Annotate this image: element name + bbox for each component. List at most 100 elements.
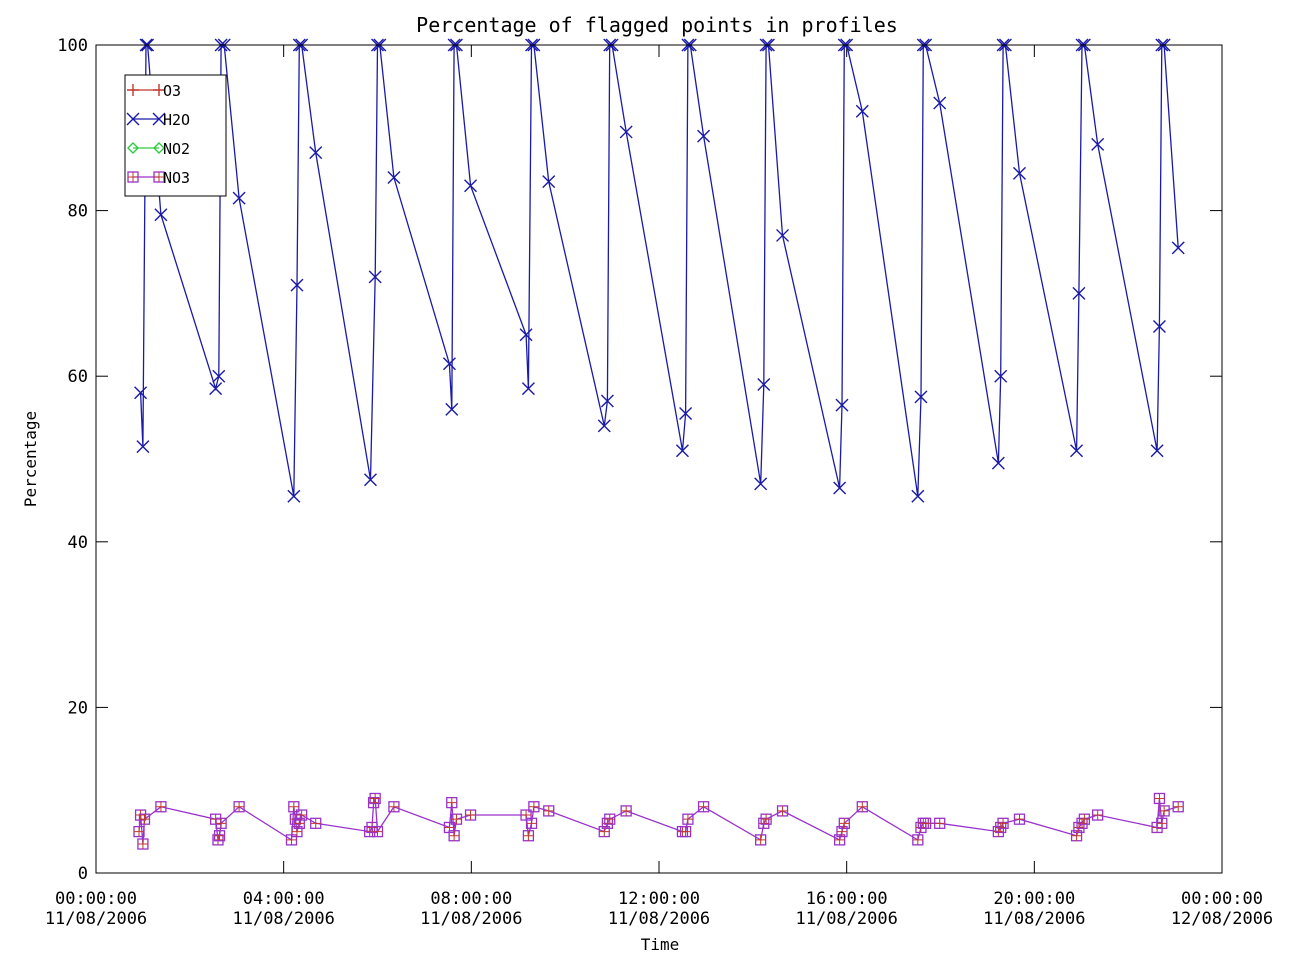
data-point (138, 813, 151, 825)
plus-marker (370, 793, 381, 804)
data-point (1072, 286, 1086, 300)
y-tick-label: 20 (68, 698, 88, 718)
data-point (1092, 809, 1104, 821)
data-point (448, 830, 460, 842)
data-point (519, 328, 533, 342)
plus-marker (139, 814, 150, 825)
data-point (363, 473, 377, 487)
data-point (757, 377, 771, 391)
data-point (919, 817, 932, 829)
data-point (521, 382, 535, 396)
plus-marker (1159, 805, 1170, 816)
data-point (1172, 801, 1184, 813)
x-tick-time-label: 04:00:00 (243, 889, 325, 909)
plus-marker (290, 814, 301, 825)
data-point (1158, 805, 1170, 817)
data-point (994, 369, 1008, 383)
legend-label: O3 (163, 82, 181, 100)
legend-marker (152, 112, 166, 126)
plus-marker (682, 814, 693, 825)
data-point (154, 208, 168, 222)
data-point (371, 825, 384, 838)
plus-marker (857, 801, 868, 812)
data-point (233, 801, 245, 813)
plus-marker (137, 839, 148, 850)
data-point (137, 838, 149, 850)
data-point (445, 402, 459, 416)
y-tick-label: 100 (57, 36, 88, 56)
data-point (619, 125, 633, 139)
data-point (1078, 813, 1091, 825)
data-point (776, 228, 790, 242)
plus-marker (310, 818, 321, 829)
data-point (369, 792, 381, 805)
plus-marker (621, 805, 632, 816)
data-point (1076, 817, 1088, 829)
plus-marker (128, 172, 138, 182)
data-point (1152, 320, 1166, 334)
data-point (1156, 817, 1168, 829)
plus-marker (1173, 801, 1184, 812)
plus-marker (934, 818, 945, 829)
data-point (289, 813, 302, 825)
plus-marker (446, 797, 457, 808)
data-point (1013, 813, 1026, 825)
plus-marker (214, 830, 225, 841)
data-point (597, 419, 611, 433)
data-point (1091, 137, 1105, 151)
data-point (290, 278, 304, 292)
y-tick-label: 60 (68, 367, 88, 387)
legend-entry-h2o: H2O (126, 111, 190, 129)
data-point (755, 834, 767, 846)
plus-marker (680, 826, 691, 837)
x-tick-date-label: 11/08/2006 (983, 909, 1085, 929)
series-line-h2o (139, 44, 1179, 497)
data-point (1070, 444, 1084, 458)
plus-marker (602, 818, 613, 829)
plus-marker (1014, 814, 1025, 825)
plus-marker (912, 834, 923, 845)
legend-marker (127, 142, 139, 154)
data-point (601, 817, 614, 829)
data-point (679, 825, 692, 838)
x-tick-time-label: 08:00:00 (430, 889, 512, 909)
plus-marker (451, 814, 462, 825)
data-point (835, 398, 849, 412)
data-point (134, 809, 147, 821)
data-point (543, 805, 555, 817)
data-point (522, 830, 535, 842)
data-point (464, 179, 478, 193)
plus-marker (998, 818, 1009, 829)
data-point (995, 821, 1007, 834)
series-no3 (133, 792, 1184, 850)
data-point (856, 801, 868, 813)
series-layer (133, 38, 1185, 850)
data-point (838, 817, 850, 829)
y-tick-label: 40 (68, 533, 88, 553)
data-point (136, 440, 150, 454)
data-point (682, 813, 694, 825)
data-point (758, 817, 770, 829)
plus-marker (698, 801, 709, 812)
plus-marker (372, 826, 383, 837)
x-tick-date-label: 12/08/2006 (1171, 909, 1273, 929)
plus-marker (995, 822, 1006, 833)
plus-marker (761, 814, 772, 825)
x-tick-time-label: 16:00:00 (806, 889, 888, 909)
data-point (776, 805, 789, 817)
data-point (604, 813, 616, 825)
plus-marker (388, 801, 399, 812)
legend-marker (127, 84, 139, 96)
legend-label: NO3 (163, 169, 190, 187)
data-point (215, 817, 227, 829)
x-tick-time-label: 00:00:00 (55, 889, 137, 909)
x-tick-date-label: 11/08/2006 (45, 909, 147, 929)
data-point (310, 817, 322, 829)
data-point (760, 813, 772, 825)
plus-marker (758, 818, 769, 829)
data-point (542, 175, 556, 189)
data-point (620, 805, 632, 817)
plus-marker (134, 826, 145, 837)
legend-entry-o3: O3 (127, 82, 181, 100)
plus-marker (920, 818, 931, 829)
